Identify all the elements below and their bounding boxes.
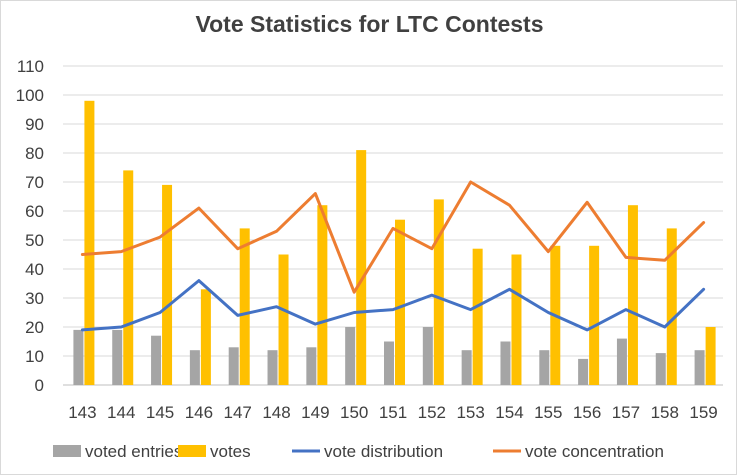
y-tick-label: 30 xyxy=(25,289,44,308)
legend-label-voted-entries: voted entries xyxy=(85,442,182,461)
bar-voted-entries-159 xyxy=(694,350,705,385)
bar-voted-entries-155 xyxy=(539,350,550,385)
bar-votes-152 xyxy=(433,199,444,385)
x-tick-label: 146 xyxy=(185,403,213,422)
x-tick-label: 152 xyxy=(418,403,446,422)
bar-votes-154 xyxy=(511,254,522,385)
y-tick-label: 10 xyxy=(25,347,44,366)
chart-title: Vote Statistics for LTC Contests xyxy=(195,11,544,37)
x-tick-label: 158 xyxy=(651,403,679,422)
y-tick-label: 60 xyxy=(25,202,44,221)
x-tick-label: 157 xyxy=(612,403,640,422)
bar-voted-entries-153 xyxy=(461,350,472,385)
bar-voted-entries-150 xyxy=(345,327,356,385)
bar-votes-158 xyxy=(666,228,677,385)
bar-votes-153 xyxy=(472,248,483,385)
x-tick-label: 159 xyxy=(689,403,717,422)
line-vote-distribution xyxy=(80,279,706,332)
legend: voted entries votes vote distribution vote … xyxy=(53,442,664,461)
y-tick-label: 100 xyxy=(16,86,44,105)
x-tick-label: 155 xyxy=(534,403,562,422)
y-tick-label: 50 xyxy=(25,231,44,250)
y-axis-ticks: 0 10 20 30 40 50 60 70 80 90 100 110 xyxy=(16,57,44,395)
bar-voted-entries-147 xyxy=(228,347,239,385)
x-tick-label: 150 xyxy=(340,403,368,422)
bar-voted-entries-146 xyxy=(189,350,200,385)
bar-voted-entries-148 xyxy=(267,350,278,385)
x-axis-ticks: 143 144 145 146 147 148 149 150 151 152 153 154 155 1… xyxy=(68,403,718,422)
y-tick-label: 40 xyxy=(25,260,44,279)
bar-voted-entries-144 xyxy=(112,329,123,385)
gridlines xyxy=(63,65,723,386)
line-vote-concentration xyxy=(80,180,706,294)
x-tick-label: 145 xyxy=(146,403,174,422)
x-tick-label: 156 xyxy=(573,403,601,422)
bar-voted-entries-151 xyxy=(384,341,394,385)
y-tick-label: 110 xyxy=(17,57,44,76)
bar-voted-entries-143 xyxy=(73,329,84,385)
bar-voted-entries-158 xyxy=(655,353,666,385)
x-tick-label: 148 xyxy=(262,403,290,422)
y-tick-label: 80 xyxy=(25,144,44,163)
y-tick-label: 20 xyxy=(25,318,44,337)
bar-voted-entries-145 xyxy=(151,335,162,385)
bar-votes-143 xyxy=(84,100,95,386)
x-tick-label: 154 xyxy=(495,403,523,422)
bar-votes-159 xyxy=(705,327,716,385)
legend-label-votes: votes xyxy=(210,442,251,461)
bar-votes-150 xyxy=(356,150,367,385)
bar-voted-entries-157 xyxy=(616,338,627,385)
bar-votes-149 xyxy=(317,205,328,385)
bar-votes-147 xyxy=(239,228,250,385)
legend-label-vote-concentration: vote concentration xyxy=(525,442,664,461)
bar-votes-145 xyxy=(162,184,173,385)
bar-voted-entries-156 xyxy=(578,358,589,385)
bar-voted-entries-154 xyxy=(500,341,511,385)
x-tick-label: 143 xyxy=(68,403,96,422)
bar-votes-157 xyxy=(627,205,638,385)
x-tick-label: 147 xyxy=(224,403,252,422)
x-tick-label: 151 xyxy=(379,403,407,422)
y-tick-label: 90 xyxy=(25,115,44,134)
bars xyxy=(73,100,716,386)
y-tick-label: 0 xyxy=(35,376,44,395)
legend-swatch-voted-entries xyxy=(53,445,81,457)
x-tick-label: 149 xyxy=(301,403,329,422)
x-tick-label: 144 xyxy=(107,403,135,422)
bar-votes-156 xyxy=(589,245,600,385)
x-tick-label: 153 xyxy=(456,403,484,422)
legend-swatch-votes xyxy=(178,445,206,457)
legend-label-vote-distribution: vote distribution xyxy=(324,442,443,461)
bar-voted-entries-152 xyxy=(422,327,433,385)
bar-votes-148 xyxy=(278,254,289,385)
bar-votes-146 xyxy=(200,289,211,385)
bar-votes-144 xyxy=(123,170,134,385)
y-tick-label: 70 xyxy=(25,173,44,192)
bar-voted-entries-149 xyxy=(306,347,317,385)
bar-votes-151 xyxy=(395,219,405,385)
lines xyxy=(80,180,706,332)
